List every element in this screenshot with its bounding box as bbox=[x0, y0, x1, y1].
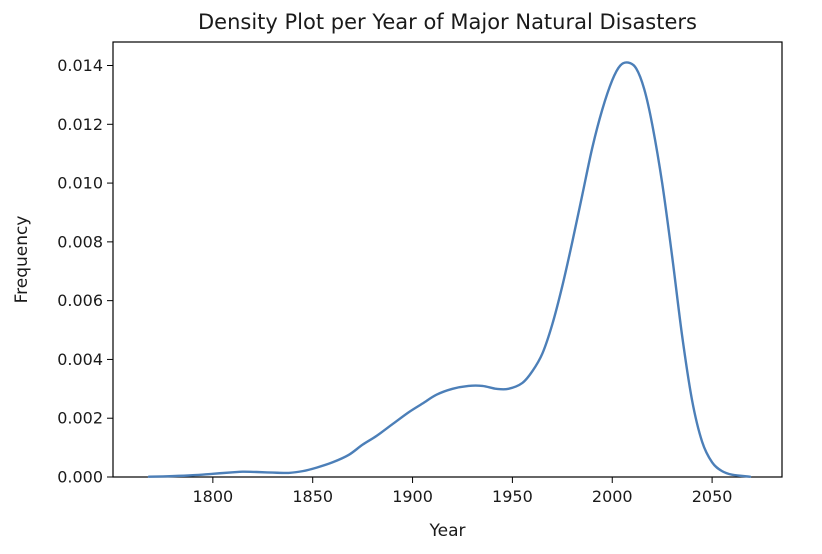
x-tick-label: 1950 bbox=[492, 487, 533, 506]
x-tick-label: 1900 bbox=[392, 487, 433, 506]
x-tick-label: 1850 bbox=[292, 487, 333, 506]
x-axis: 1800 1850 1900 1950 2000 2050 bbox=[192, 477, 732, 506]
y-axis: 0.000 0.002 0.004 0.006 0.008 0.010 0.012 0.014 bbox=[57, 56, 113, 487]
x-axis-label: Year bbox=[429, 521, 466, 541]
density-line bbox=[147, 61, 752, 478]
y-tick-label: 0.002 bbox=[57, 409, 103, 428]
y-tick-label: 0.004 bbox=[57, 350, 103, 369]
x-tick-label: 1800 bbox=[192, 487, 233, 506]
y-tick-label: 0.008 bbox=[57, 232, 103, 251]
y-axis-label: Frequency bbox=[12, 216, 32, 304]
y-tick-label: 0.010 bbox=[57, 174, 103, 193]
y-tick-label: 0.014 bbox=[57, 56, 103, 75]
x-tick-label: 2050 bbox=[692, 487, 733, 506]
plot-area bbox=[112, 41, 783, 478]
y-tick-label: 0.012 bbox=[57, 115, 103, 134]
y-tick-label: 0.000 bbox=[57, 468, 103, 487]
chart-title: Density Plot per Year of Major Natural D… bbox=[198, 10, 697, 34]
y-tick-label: 0.006 bbox=[57, 291, 103, 310]
x-tick-label: 2000 bbox=[592, 487, 633, 506]
